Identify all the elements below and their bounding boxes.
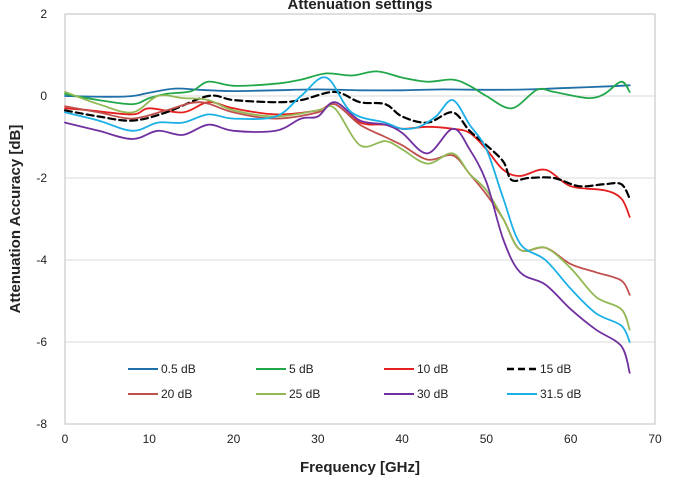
series-lines — [63, 70, 631, 374]
legend: 0.5 dB 5 dB 10 dB 15 dB 20 dB 25 dB 30 dB 31.5 … — [118, 352, 608, 406]
x-tick-label: 20 — [227, 432, 241, 446]
x-axis-label: Frequency [GHz] — [300, 459, 420, 476]
y-axis-label: Attenuation Accuracy [dB] — [7, 125, 24, 314]
legend-background — [118, 352, 608, 406]
series-line-4 — [63, 90, 631, 200]
y-tick-label: 2 — [40, 7, 47, 21]
x-tick-label: 60 — [564, 432, 578, 446]
legend-label: 31.5 dB — [540, 387, 581, 401]
series-line-2 — [64, 70, 631, 110]
x-tick-label: 30 — [311, 432, 325, 446]
x-tick-label: 70 — [648, 432, 662, 446]
x-tick-label: 50 — [480, 432, 494, 446]
series-line-5 — [64, 101, 631, 296]
legend-label: 0.5 dB — [161, 362, 196, 376]
y-tick-label: -6 — [36, 335, 47, 349]
legend-label: 30 dB — [417, 387, 448, 401]
legend-label: 10 dB — [417, 362, 448, 376]
x-tick-label: 40 — [395, 432, 409, 446]
legend-label: 20 dB — [161, 387, 192, 401]
legend-label: 15 dB — [540, 362, 571, 376]
series-line-8 — [64, 76, 631, 343]
legend-label: 25 dB — [289, 387, 320, 401]
series-line-6 — [64, 91, 631, 331]
series-line-3 — [64, 101, 631, 218]
chart-title: Attenuation settings — [288, 0, 433, 13]
series-line-7 — [64, 101, 631, 374]
y-tick-label: 0 — [40, 89, 47, 103]
x-tick-label: 0 — [62, 432, 69, 446]
tick-labels: 0 10 20 30 40 50 60 70 -8 -6 -4 -2 0 2 — [36, 7, 662, 446]
x-tick-label: 10 — [143, 432, 157, 446]
y-tick-label: -4 — [36, 253, 47, 267]
plot-area — [64, 13, 656, 425]
y-tick-label: -2 — [36, 171, 47, 185]
legend-label: 5 dB — [289, 362, 314, 376]
y-tick-label: -8 — [36, 417, 47, 431]
